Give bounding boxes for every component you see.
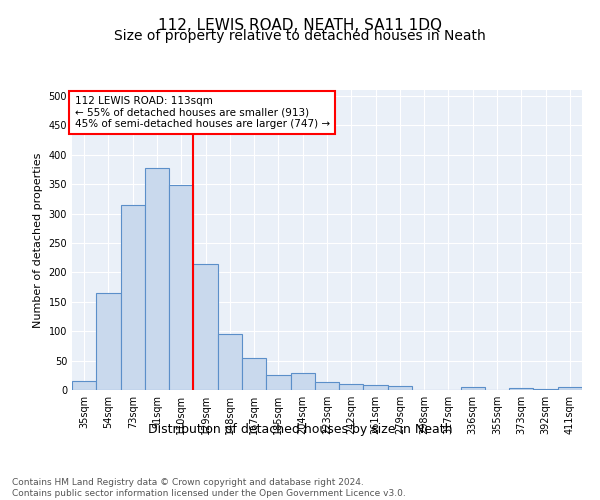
Bar (533, 389, 558, 390)
Text: Size of property relative to detached houses in Neath: Size of property relative to detached ho… (114, 29, 486, 43)
Bar (339, 384, 364, 390)
Bar (461, 387, 485, 390)
Bar (169, 186, 193, 390)
Bar (364, 386, 388, 390)
Y-axis label: Number of detached properties: Number of detached properties (33, 152, 43, 328)
Bar (96, 293, 121, 390)
Bar (121, 204, 145, 390)
Text: 112 LEWIS ROAD: 113sqm
← 55% of detached houses are smaller (913)
45% of semi-de: 112 LEWIS ROAD: 113sqm ← 55% of detached… (74, 96, 329, 129)
Bar (290, 373, 315, 390)
Bar (558, 387, 582, 390)
Bar (218, 334, 242, 390)
Bar (266, 376, 290, 390)
Bar (388, 386, 412, 390)
Bar (242, 358, 266, 390)
Bar (145, 168, 169, 390)
Text: 112, LEWIS ROAD, NEATH, SA11 1DQ: 112, LEWIS ROAD, NEATH, SA11 1DQ (158, 18, 442, 32)
Bar (72, 380, 96, 390)
Text: Distribution of detached houses by size in Neath: Distribution of detached houses by size … (148, 422, 452, 436)
Bar (509, 388, 533, 390)
Bar (193, 264, 218, 390)
Bar (315, 382, 339, 390)
Text: Contains HM Land Registry data © Crown copyright and database right 2024.
Contai: Contains HM Land Registry data © Crown c… (12, 478, 406, 498)
